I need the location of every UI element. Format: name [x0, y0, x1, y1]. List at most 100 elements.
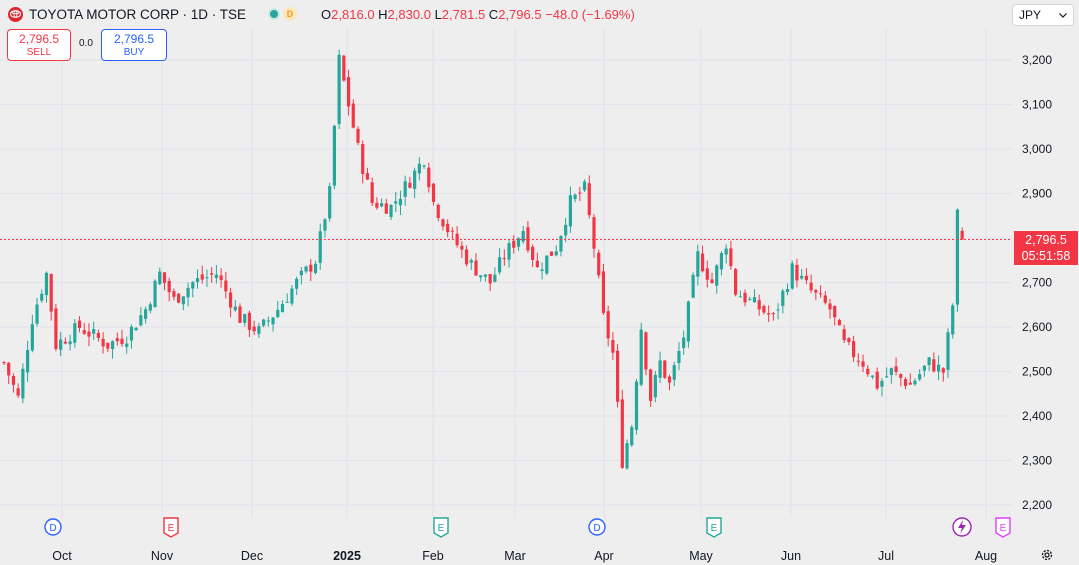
settings-gear-icon[interactable]	[1040, 548, 1054, 562]
candle-body	[318, 231, 322, 263]
candle-body	[823, 295, 827, 303]
candle-body	[92, 329, 96, 334]
candle-body	[63, 341, 67, 344]
candle-body	[677, 351, 681, 364]
market-open-icon	[268, 8, 281, 20]
candle-body	[521, 231, 525, 242]
candle-body	[129, 326, 134, 341]
dividend-marker-icon[interactable]: D	[588, 518, 606, 536]
candle-body	[833, 305, 837, 318]
last-price-value: 2,796.5	[1025, 233, 1067, 247]
candle-body	[398, 198, 403, 206]
candle-body	[828, 303, 832, 310]
candle-body	[752, 297, 757, 303]
candle-body	[195, 278, 200, 283]
candle-body	[837, 319, 842, 326]
candle-body	[54, 308, 58, 349]
candle-body	[380, 203, 384, 207]
candle-body	[644, 332, 648, 370]
dividend-marker-icon[interactable]: D	[44, 518, 62, 536]
candle-body	[540, 269, 544, 271]
candle-body	[936, 364, 941, 372]
y-tick-label: 3,100	[1022, 98, 1052, 112]
candle-body	[233, 306, 237, 311]
candle-body	[342, 55, 346, 81]
status-indicators: D	[268, 7, 298, 21]
candle-body	[35, 304, 39, 324]
candle-body	[734, 269, 738, 295]
earnings-marker-icon[interactable]: E	[163, 517, 179, 538]
dividend-badge-icon[interactable]: D	[283, 7, 298, 21]
ohlc-values: O2,816.0 H2,830.0 L2,781.5 C2,796.5 −48.…	[321, 6, 635, 22]
candle-body	[549, 251, 554, 256]
currency-value: JPY	[1019, 8, 1042, 22]
buy-price: 2,796.5	[113, 32, 155, 46]
candle-body	[44, 272, 49, 296]
marker-label: E	[438, 523, 445, 534]
candle-body	[582, 181, 587, 191]
x-tick-label: Jun	[781, 549, 801, 563]
candle-body	[413, 170, 417, 189]
earnings-marker-icon[interactable]: E	[706, 517, 722, 538]
x-tick-label: Nov	[151, 549, 174, 563]
marker-shape	[433, 517, 449, 538]
candle-body	[332, 125, 336, 186]
y-tick-label: 2,700	[1022, 276, 1052, 290]
candle-body	[431, 183, 436, 202]
marker-shape	[588, 518, 606, 536]
sell-button[interactable]: 2,796.5 SELL	[7, 29, 71, 61]
y-axis: 3,2003,1003,0002,9002,8002,7002,6002,500…	[1022, 53, 1052, 512]
candle-body	[870, 375, 875, 378]
currency-select[interactable]: JPY	[1012, 4, 1074, 26]
candle-body	[578, 192, 582, 194]
candle-body	[162, 272, 167, 283]
candle-body	[512, 240, 516, 248]
candle-body	[110, 341, 115, 350]
candle-body	[214, 274, 218, 279]
candle-body	[795, 264, 799, 281]
candle-body	[951, 305, 955, 335]
marker-shape	[995, 517, 1011, 538]
earnings-marker-icon[interactable]: E	[433, 517, 449, 538]
candle-body	[389, 204, 393, 217]
candle-body	[328, 186, 332, 219]
candle-body	[356, 128, 360, 143]
candle-body	[856, 360, 860, 362]
spread-value: 0.0	[79, 38, 93, 49]
candle-body	[224, 280, 228, 292]
candle-body	[592, 217, 596, 249]
candles	[2, 49, 964, 470]
marker-shape	[44, 518, 62, 536]
buy-label: BUY	[123, 47, 145, 58]
y-tick-label: 2,200	[1022, 498, 1052, 512]
candle-body	[177, 293, 181, 303]
last-price-label: 2,796.5 05:51:58	[1014, 231, 1078, 265]
candle-body	[653, 374, 657, 398]
y-tick-label: 2,400	[1022, 409, 1052, 423]
candle-body	[7, 362, 11, 376]
candle-body	[658, 360, 662, 378]
candle-body	[710, 279, 714, 283]
candle-body	[587, 183, 591, 216]
event-flash-icon[interactable]	[952, 517, 972, 537]
candle-body	[738, 296, 742, 298]
x-tick-label: Dec	[241, 549, 263, 563]
candle-body	[564, 224, 568, 236]
candle-body	[16, 388, 20, 396]
candle-body	[346, 77, 351, 107]
buy-button[interactable]: 2,796.5 BUY	[101, 29, 167, 61]
candle-body	[276, 309, 280, 318]
candle-body	[800, 275, 804, 279]
candle-body	[493, 274, 497, 282]
candle-body	[139, 315, 143, 326]
y-tick-label: 2,300	[1022, 454, 1052, 468]
candle-body	[172, 291, 176, 297]
candle-body	[743, 292, 747, 303]
y-tick-label: 3,200	[1022, 53, 1052, 67]
candle-body	[866, 368, 870, 375]
candle-body	[946, 332, 950, 371]
earnings-marker-icon[interactable]: E	[995, 517, 1011, 538]
symbol-title[interactable]: TOYOTA MOTOR CORP · 1D · TSE	[29, 6, 247, 22]
